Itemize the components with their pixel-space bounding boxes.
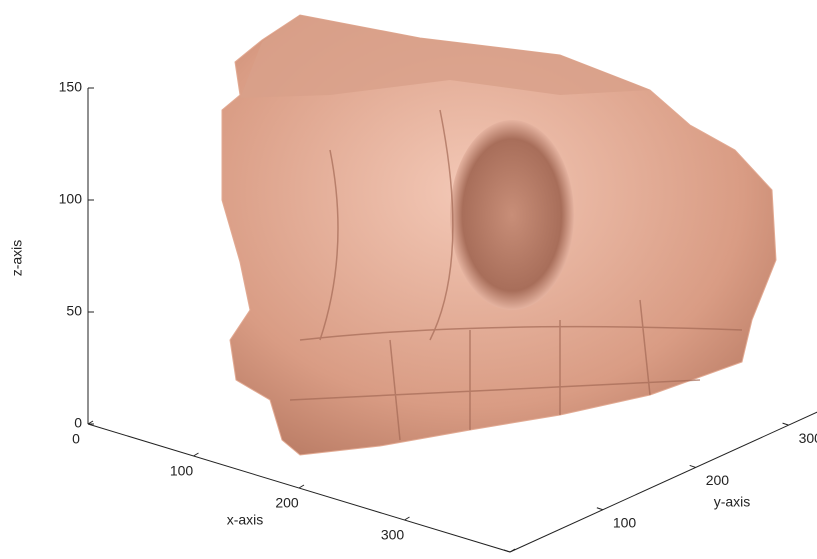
x-tick-label: 200 — [275, 495, 299, 511]
y-axis-label: y-axis — [714, 494, 751, 510]
z-tick-label: 150 — [59, 79, 83, 95]
x-tick — [299, 485, 304, 488]
x-tick-label: 100 — [170, 463, 194, 479]
y-axis-line — [510, 404, 817, 552]
x-tick — [194, 453, 199, 456]
x-tick — [405, 517, 410, 520]
y-tick — [597, 508, 603, 510]
x-tick-label: 300 — [381, 527, 405, 543]
z-tick-label: 0 — [74, 415, 82, 431]
x-tick-label: 0 — [72, 431, 80, 447]
z-tick-label: 100 — [59, 191, 83, 207]
isosurface — [222, 15, 776, 455]
x-axis-label: x-axis — [227, 512, 264, 528]
chart: z-axis x-axis y-axis 0 50 100 150 0 100 200 300… — [0, 0, 817, 559]
z-axis-label: z-axis — [9, 240, 25, 277]
y-tick-label: 300 — [799, 430, 817, 446]
z-tick-label: 50 — [66, 303, 82, 319]
y-tick — [783, 423, 789, 425]
y-tick-label: 200 — [706, 472, 730, 488]
y-tick — [690, 465, 696, 467]
y-tick — [504, 550, 510, 552]
y-tick-label: 100 — [613, 514, 637, 530]
